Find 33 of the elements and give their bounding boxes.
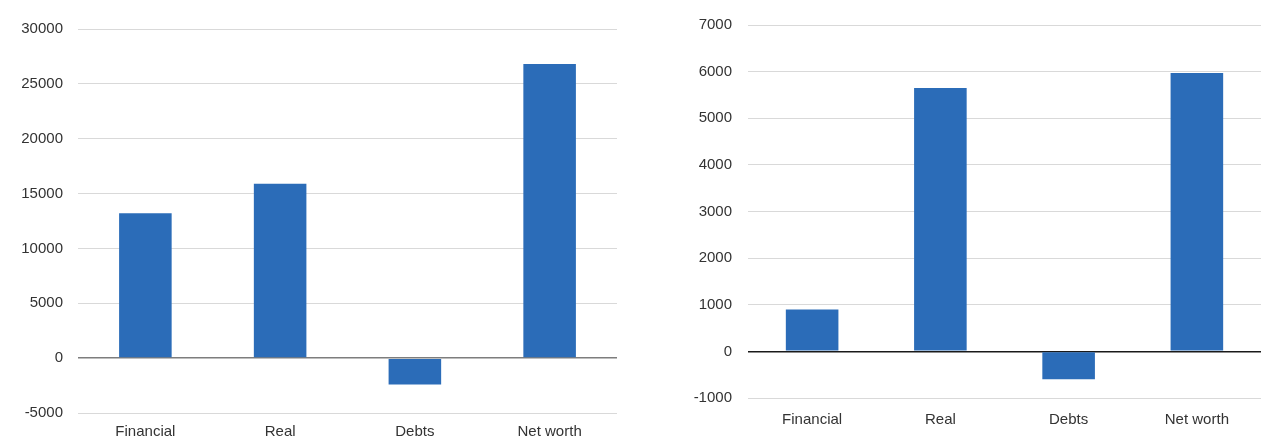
bar [119, 213, 172, 358]
y-tick-label: 3000 [698, 201, 732, 219]
y-tick-label: 20000 [21, 128, 63, 146]
bar [914, 87, 967, 351]
x-tick-label: Net worth [517, 422, 582, 439]
y-tick-label: 2000 [698, 248, 732, 266]
y-tick-label: 0 [54, 348, 63, 366]
bar [523, 64, 576, 358]
y-tick-label: 10000 [21, 238, 63, 256]
x-tick-label: Real [924, 410, 956, 428]
x-tick-label: Debts [1049, 410, 1089, 428]
y-tick-label: 4000 [698, 155, 732, 173]
x-tick-label: Real [264, 422, 296, 439]
y-tick-label: 1000 [698, 294, 732, 312]
bar [388, 358, 442, 385]
bar [785, 309, 839, 351]
y-tick-label: -5000 [24, 403, 63, 421]
x-tick-label: Financial [782, 410, 843, 428]
bar [1170, 73, 1224, 351]
y-tick-label: 15000 [21, 183, 63, 201]
y-tick-label: 25000 [21, 74, 63, 91]
y-tick-label: 5000 [29, 293, 63, 311]
y-tick-label: 0 [723, 341, 732, 359]
y-tick-label: 7000 [698, 15, 732, 33]
y-tick-label: -1000 [693, 388, 732, 406]
x-tick-label: Net worth [1164, 410, 1229, 428]
bar [1042, 352, 1095, 380]
y-tick-label: 6000 [698, 61, 732, 79]
y-tick-label: 5000 [698, 108, 732, 126]
bar [253, 183, 307, 358]
x-tick-label: Debts [395, 422, 435, 439]
y-tick-label: 30000 [21, 19, 63, 37]
x-tick-label: Financial [115, 422, 176, 439]
